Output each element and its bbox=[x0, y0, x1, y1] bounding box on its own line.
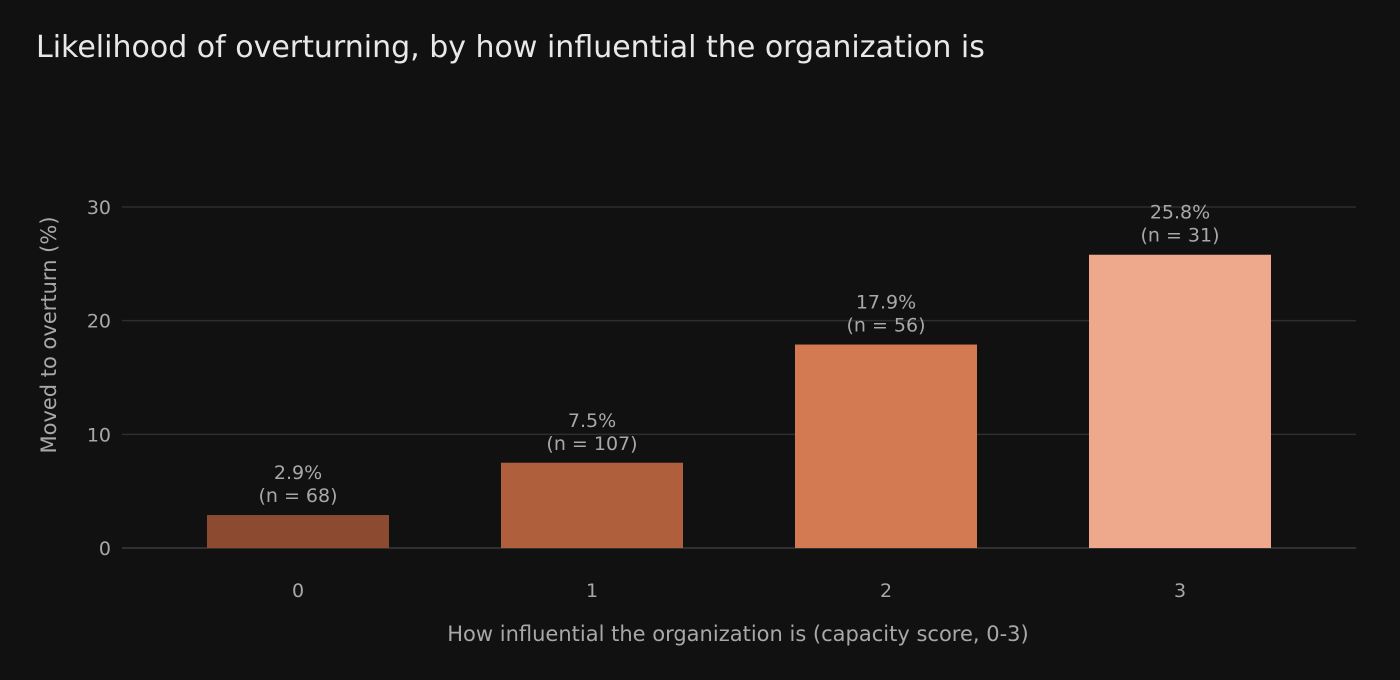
y-tick-label: 0 bbox=[99, 538, 111, 560]
chart-title: Likelihood of overturning, by how influe… bbox=[36, 30, 985, 65]
bars bbox=[207, 254, 1271, 549]
y-tick-label: 10 bbox=[87, 424, 111, 446]
y-tick-label: 30 bbox=[87, 197, 111, 219]
bar-value-label: 2.9% bbox=[274, 462, 322, 484]
bar-n-label: (n = 31) bbox=[1140, 225, 1219, 247]
x-tick-label: 0 bbox=[292, 580, 304, 602]
x-axis-label: How influential the organization is (cap… bbox=[447, 622, 1028, 646]
x-tick-label: 3 bbox=[1174, 580, 1186, 602]
x-tick-label: 2 bbox=[880, 580, 892, 602]
x-axis-ticks: 0 1 2 3 bbox=[292, 580, 1186, 602]
x-tick-label: 1 bbox=[586, 580, 598, 602]
bar-n-label: (n = 56) bbox=[846, 315, 925, 337]
bar-2 bbox=[795, 344, 977, 548]
bar-1 bbox=[501, 462, 683, 548]
y-axis-label: Moved to overturn (%) bbox=[37, 216, 61, 453]
bar-value-label: 7.5% bbox=[568, 410, 616, 432]
bar-0 bbox=[207, 515, 389, 548]
y-tick-label: 20 bbox=[87, 311, 111, 333]
bar-n-label: (n = 68) bbox=[258, 485, 337, 507]
data-labels: 2.9%(n = 68) 7.5%(n = 107) 17.9%(n = 56) 25… bbox=[258, 202, 1219, 507]
bar-value-label: 25.8% bbox=[1150, 202, 1210, 224]
bar-3 bbox=[1089, 254, 1271, 549]
bar-n-label: (n = 107) bbox=[546, 433, 637, 455]
bar-value-label: 17.9% bbox=[856, 292, 916, 314]
y-axis-ticks: 0 10 20 30 bbox=[87, 197, 111, 560]
